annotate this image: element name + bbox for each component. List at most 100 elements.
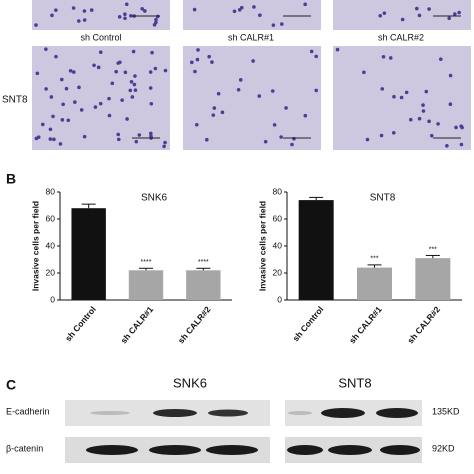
cell	[417, 116, 422, 121]
blot-group: SNT8	[338, 375, 371, 390]
bar	[186, 270, 221, 300]
cell	[193, 69, 197, 74]
band	[328, 445, 372, 455]
cell	[129, 80, 134, 84]
cell	[66, 118, 71, 123]
cell	[118, 60, 122, 65]
cell	[149, 131, 153, 136]
cell	[453, 12, 457, 16]
cell	[436, 122, 440, 126]
cell	[72, 70, 76, 74]
cell	[120, 98, 124, 102]
cell	[82, 134, 87, 139]
blot-row-label: β-catenin	[6, 443, 43, 453]
cell	[130, 95, 135, 99]
cell	[290, 142, 294, 147]
cell	[50, 13, 54, 18]
cell	[284, 106, 288, 110]
cell	[125, 117, 129, 121]
cell	[362, 70, 366, 75]
cell	[400, 17, 405, 22]
bar	[71, 208, 106, 300]
error-bar	[81, 203, 96, 209]
error-bar	[309, 196, 324, 201]
cell	[34, 23, 38, 27]
band	[380, 445, 420, 455]
cell	[44, 87, 48, 91]
cell	[448, 102, 453, 107]
cell	[98, 101, 103, 106]
bar	[298, 200, 334, 300]
column-label: sh CALR#2	[378, 32, 424, 42]
cell	[192, 7, 197, 12]
cell	[381, 54, 386, 59]
cell	[129, 13, 133, 18]
cell	[140, 7, 144, 11]
x-tick-label: sh Control	[290, 304, 325, 343]
cell	[257, 94, 262, 98]
y-tick-label: 60	[46, 213, 56, 223]
x-tick-label: sh CALR#2	[405, 304, 442, 345]
y-tick-label: 20	[273, 267, 283, 277]
cell	[380, 87, 385, 91]
cell	[149, 101, 154, 106]
row-label: SNT8	[2, 95, 28, 106]
y-tick-label: 80	[46, 186, 56, 196]
cell	[447, 16, 451, 21]
cell	[154, 17, 158, 22]
panel-label: B	[6, 171, 16, 187]
band	[208, 409, 248, 417]
cell	[49, 95, 54, 99]
cell	[116, 132, 121, 137]
cell	[399, 95, 404, 100]
cell	[107, 96, 111, 101]
micrograph	[333, 0, 471, 30]
cell	[137, 133, 142, 137]
x-tick-label: sh CALR#1	[118, 304, 155, 345]
significance: ***	[429, 246, 437, 253]
chart-title: SNK6	[141, 193, 168, 204]
bar	[415, 258, 451, 300]
band	[376, 408, 418, 418]
band	[206, 445, 258, 455]
cell	[421, 109, 426, 113]
blot-size: 135KD	[432, 406, 460, 416]
cell	[427, 7, 431, 11]
y-tick-label: 40	[46, 240, 56, 250]
error-bar	[425, 254, 440, 259]
cell	[238, 78, 243, 82]
cell	[220, 110, 225, 115]
band	[288, 411, 312, 415]
y-tick-label: 60	[273, 213, 283, 223]
cell	[96, 65, 101, 70]
cell	[445, 144, 449, 148]
cell	[134, 139, 139, 144]
cell	[279, 135, 283, 139]
x-tick-label: sh CALR#2	[176, 304, 213, 345]
y-tick-label: 0	[50, 294, 55, 304]
cell	[123, 16, 127, 21]
y-tick-label: 20	[46, 267, 56, 277]
significance: ***	[370, 256, 378, 263]
cell	[64, 86, 69, 91]
cell	[44, 47, 48, 51]
cell	[236, 88, 241, 92]
band	[86, 445, 138, 455]
cell	[93, 105, 98, 109]
cell	[365, 137, 370, 142]
band	[287, 445, 323, 455]
cell	[427, 119, 431, 124]
cell	[252, 5, 256, 9]
bar	[357, 267, 392, 300]
cell	[417, 13, 422, 18]
cell	[153, 66, 158, 71]
cell	[41, 122, 45, 127]
cell	[190, 60, 194, 65]
cell	[61, 102, 65, 107]
cell	[123, 12, 127, 17]
cell	[163, 140, 167, 145]
cell	[421, 103, 425, 107]
cell	[68, 69, 73, 73]
